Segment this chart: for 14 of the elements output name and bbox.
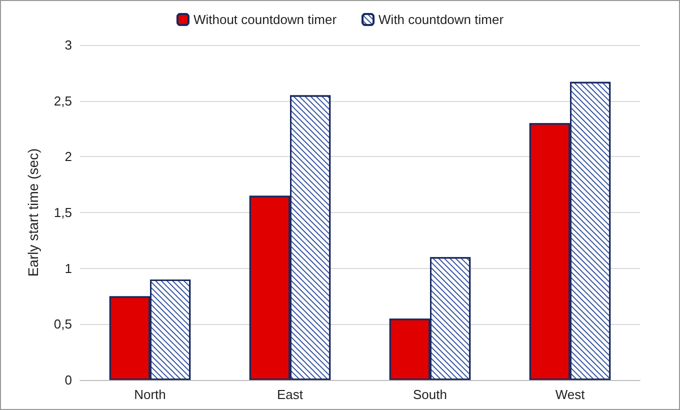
y-tick-label: 2,5 <box>54 93 72 108</box>
y-tick-label: 1,5 <box>54 205 72 220</box>
y-tick-label: 2 <box>64 149 72 164</box>
y-tick-label: 0 <box>64 372 72 388</box>
legend-label: Without countdown timer <box>193 12 338 27</box>
x-tick-label: East <box>276 387 304 402</box>
y-tick-label: 3 <box>64 38 72 52</box>
legend-label: With countdown timer <box>378 12 504 27</box>
y-tick-label: 1 <box>64 260 72 276</box>
y-tick-label: 0,5 <box>54 316 72 332</box>
x-tick-label: West <box>555 387 586 402</box>
x-tick-label: South <box>413 387 447 402</box>
y-axis-title: Early start time (sec) <box>25 148 41 277</box>
x-tick-label: North <box>134 387 166 402</box>
